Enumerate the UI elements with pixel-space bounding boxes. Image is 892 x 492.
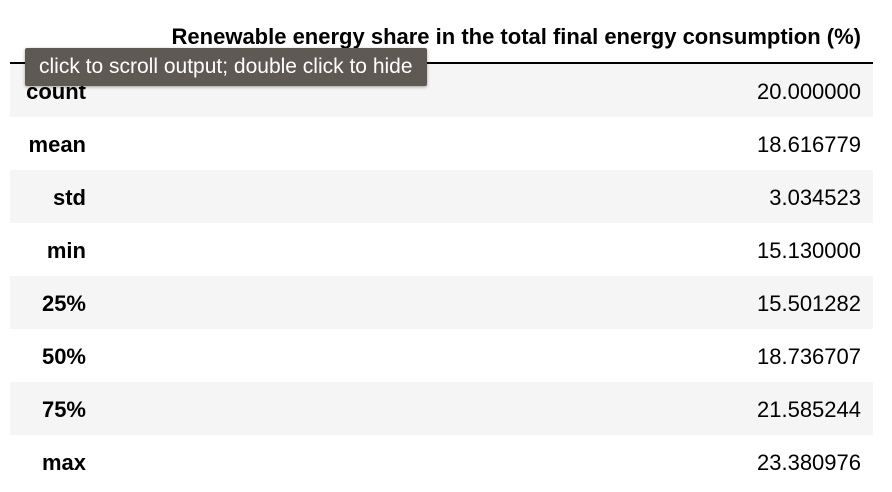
- table-row: max 23.380976: [10, 435, 873, 488]
- row-value: 15.501282: [757, 291, 861, 316]
- row-value: 3.034523: [769, 185, 861, 210]
- row-value: 15.130000: [757, 238, 861, 263]
- row-label: min: [46, 238, 86, 263]
- row-value: 20.000000: [757, 79, 861, 104]
- table-row: min 15.130000: [10, 223, 873, 276]
- row-label: mean: [28, 132, 86, 157]
- row-value: 23.380976: [757, 450, 861, 475]
- row-label: 50%: [41, 344, 86, 369]
- table-row: std 3.034523: [10, 170, 873, 223]
- row-value: 18.736707: [757, 344, 861, 369]
- row-label: std: [53, 185, 86, 210]
- table-row: count 20.000000: [10, 64, 873, 117]
- table-row: 50% 18.736707: [10, 329, 873, 382]
- table-header-row: Renewable energy share in the total fina…: [10, 18, 873, 64]
- row-value: 18.616779: [757, 132, 861, 157]
- row-label: 25%: [41, 291, 86, 316]
- row-label: max: [41, 450, 86, 475]
- scroll-output-tooltip[interactable]: click to scroll output; double click to …: [25, 48, 427, 86]
- table-row: 75% 21.585244: [10, 382, 873, 435]
- row-label: 75%: [41, 397, 86, 422]
- describe-table: count 20.000000 mean 18.616779 std 3.034…: [10, 64, 873, 488]
- table-row: 25% 15.501282: [10, 276, 873, 329]
- table-row: mean 18.616779: [10, 117, 873, 170]
- column-header: Renewable energy share in the total fina…: [171, 24, 861, 49]
- row-value: 21.585244: [757, 397, 861, 422]
